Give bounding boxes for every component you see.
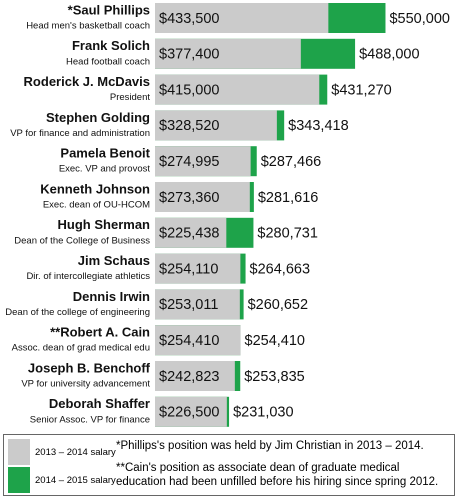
value-label: $343,418: [288, 118, 348, 134]
person-title: Head football coach: [66, 56, 150, 67]
person-title: Dean of the college of engineering: [5, 307, 150, 318]
person-name: Frank Solich: [72, 38, 150, 53]
value-label: $281,616: [258, 190, 318, 206]
bar-2013-2014: [155, 396, 227, 427]
person-name: Joseph B. Benchoff: [28, 360, 151, 375]
person-name: Dennis Irwin: [73, 289, 150, 304]
person-title: VP for university advancement: [21, 379, 150, 390]
person-title: Assoc. dean of grad medical edu: [12, 343, 150, 354]
value-label: $274,995: [159, 154, 219, 170]
person-name: Deborah Shaffer: [49, 396, 150, 411]
value-label: $253,835: [244, 369, 304, 385]
value-label: $225,438: [159, 226, 219, 242]
value-label: $253,011: [159, 297, 218, 313]
value-label: $260,652: [248, 297, 308, 313]
person-name: **Robert A. Cain: [50, 325, 150, 340]
bar-2013-2014: [155, 217, 227, 248]
person-name: Pamela Benoit: [60, 146, 150, 161]
person-title: Exec. dean of OU-HCOM: [43, 200, 150, 211]
bar-2013-2014: [155, 3, 329, 33]
bar-2013-2014: [155, 289, 240, 320]
legend-label: 2013 – 2014 salary: [35, 447, 116, 458]
footnote: *Phillips's position was held by Jim Chr…: [116, 440, 424, 452]
person-name: Kenneth Johnson: [40, 181, 150, 196]
person-title: VP for finance and administration: [10, 128, 150, 139]
value-label: $242,823: [159, 369, 219, 385]
legend: 2013 – 2014 salary 2014 – 2015 salary *P…: [3, 434, 455, 496]
person-name: Jim Schaus: [78, 253, 150, 268]
value-label: $433,500: [159, 11, 219, 27]
value-label: $488,000: [359, 47, 419, 63]
person-title: President: [110, 92, 150, 103]
value-label: $264,663: [250, 261, 310, 277]
bar-2013-2014: [155, 146, 251, 177]
value-label: $254,110: [159, 261, 218, 277]
person-title: Dean of the College of Business: [14, 235, 150, 246]
legend-swatch: [8, 467, 30, 493]
value-label: $415,000: [159, 82, 219, 98]
person-name: *Saul Phillips: [68, 2, 150, 17]
person-name: Hugh Sherman: [58, 217, 151, 232]
person-name: Roderick J. McDavis: [24, 74, 150, 89]
value-label: $431,270: [331, 82, 391, 98]
value-label: $254,410: [159, 333, 219, 349]
person-title: Exec. VP and provost: [59, 164, 151, 175]
value-label: $287,466: [261, 154, 321, 170]
bar-2013-2014: [155, 110, 277, 141]
chart: *Saul Phillips Head men's basketball coac…: [5, 2, 450, 427]
bar-2013-2014: [155, 74, 320, 105]
person-title: Senior Assoc. VP for finance: [30, 414, 150, 425]
legend-swatch: [8, 439, 30, 465]
bar-2013-2014: [155, 361, 235, 391]
bar-2013-2014: [155, 38, 301, 69]
value-label: $550,000: [389, 11, 449, 27]
bar-2013-2014: [155, 325, 241, 356]
legend-label: 2014 – 2015 salary: [35, 475, 116, 486]
bar-2013-2014: [155, 253, 241, 284]
person-title: Dir. of intercollegiate athletics: [26, 271, 150, 282]
bar-2013-2014: [155, 182, 250, 212]
value-label: $280,731: [257, 226, 317, 242]
value-label: $377,400: [159, 47, 219, 63]
person-name: Stephen Golding: [46, 110, 150, 125]
value-label: $254,410: [245, 333, 305, 349]
person-title: Head men's basketball coach: [26, 21, 150, 32]
value-label: $231,030: [233, 405, 293, 421]
value-label: $273,360: [159, 190, 219, 206]
footnote: **Cain's position as associate dean of g…: [116, 462, 439, 488]
value-label: $226,500: [159, 405, 219, 421]
value-label: $328,520: [159, 118, 219, 134]
